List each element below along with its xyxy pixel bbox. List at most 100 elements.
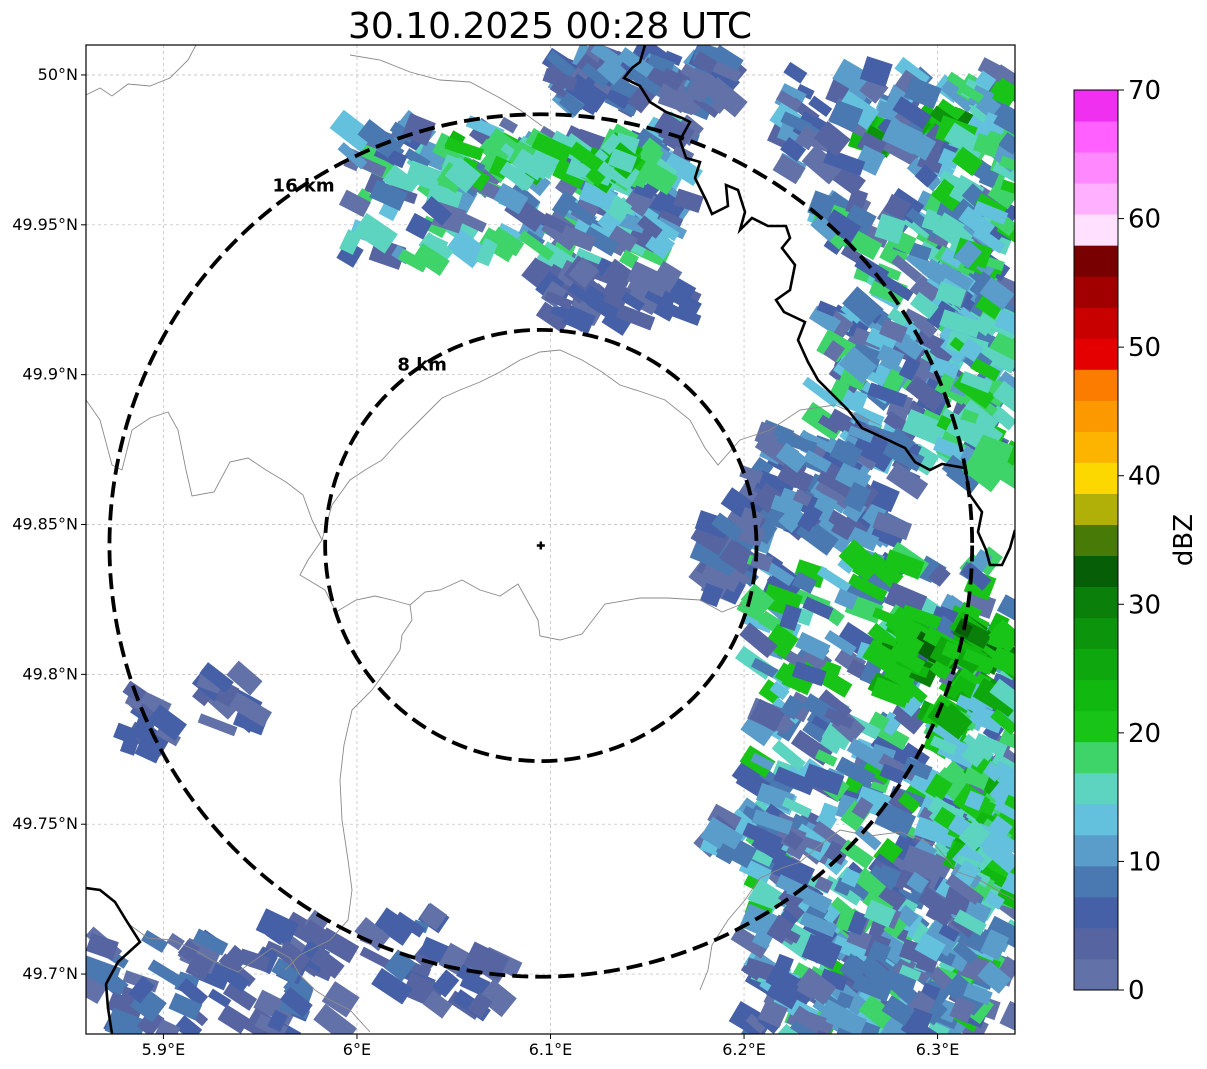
echo-cell xyxy=(987,180,1015,210)
echo-cell xyxy=(843,481,872,513)
border-line xyxy=(86,886,142,1034)
echo-cell xyxy=(309,947,345,979)
echo-cell xyxy=(707,803,742,834)
echo-cell xyxy=(978,167,1000,189)
echo-cell xyxy=(279,986,313,1018)
echo-cell xyxy=(900,604,942,630)
echo-cell xyxy=(867,940,892,964)
echo-cell xyxy=(862,759,892,785)
echo-cell xyxy=(781,797,812,818)
echo-cell xyxy=(197,713,238,737)
echo-cell xyxy=(749,698,786,732)
echo-cell xyxy=(607,148,638,174)
echo-cell xyxy=(316,927,360,964)
colorbar-swatch xyxy=(1074,276,1118,308)
echo-cell xyxy=(989,404,1015,431)
echo-cell xyxy=(568,141,604,173)
colorbar-swatch xyxy=(1074,679,1118,712)
echo-cell xyxy=(961,561,992,591)
echo-cell xyxy=(782,900,805,922)
echo-cell xyxy=(689,535,731,571)
echo-cell xyxy=(938,923,960,943)
colorbar-swatch xyxy=(1074,90,1118,122)
echo-cell xyxy=(382,164,419,199)
echo-cell xyxy=(673,188,704,214)
echo-cell xyxy=(177,978,209,1007)
echo-cell xyxy=(168,992,203,1021)
echo-cell xyxy=(686,71,716,102)
echo-cell xyxy=(831,935,871,963)
echo-cell xyxy=(147,704,187,741)
echo-cell xyxy=(972,226,1006,254)
echo-cell xyxy=(940,247,964,269)
echo-cell xyxy=(223,968,251,993)
colorbar-swatch xyxy=(1074,927,1118,960)
echo-cell xyxy=(581,62,610,89)
echo-cell xyxy=(498,116,518,134)
echo-cell xyxy=(718,538,758,575)
colorbar-tick-label: 10 xyxy=(1128,847,1161,877)
x-tick-label: 6.1°E xyxy=(529,1040,573,1059)
echo-cell xyxy=(999,1000,1015,1032)
colorbar: 0 10 20 30 40 50 60 70 dBZ xyxy=(1073,76,1199,1006)
echo-cell xyxy=(960,408,979,424)
echo-cell xyxy=(709,45,744,77)
echo-cell xyxy=(869,864,898,891)
echo-cell xyxy=(371,967,413,1005)
echo-cell xyxy=(275,940,312,974)
echo-cell xyxy=(739,507,765,528)
echo-cell xyxy=(215,681,240,708)
y-tick-label: 49.7°N xyxy=(22,964,78,983)
echo-cell xyxy=(704,77,748,118)
colorbar-swatch xyxy=(1074,772,1118,805)
echo-cell xyxy=(881,118,923,155)
echo-cell xyxy=(884,582,928,618)
echo-cell xyxy=(799,911,838,938)
colorbar-swatch xyxy=(1074,152,1118,184)
y-tick-label: 49.75°N xyxy=(12,814,78,833)
echo-cell xyxy=(816,565,852,593)
echo-cell xyxy=(405,212,433,240)
colorbar-swatch xyxy=(1074,710,1118,743)
colorbar-swatch xyxy=(1074,834,1118,867)
echo-cell xyxy=(771,739,806,772)
echo-cell xyxy=(1000,179,1015,197)
echo-cell xyxy=(839,953,869,983)
echo-cell xyxy=(988,328,1015,368)
echo-cell xyxy=(912,314,938,339)
echo-cell xyxy=(147,959,186,989)
colorbar-swatch xyxy=(1074,803,1118,836)
echo-cell xyxy=(86,955,122,989)
echo-cell xyxy=(745,1013,767,1034)
echo-cell xyxy=(791,1005,815,1028)
echo-cell xyxy=(475,237,499,267)
echo-cell xyxy=(808,95,833,118)
echo-cell xyxy=(739,622,778,659)
echo-cell xyxy=(218,953,256,987)
echo-cell xyxy=(834,588,859,610)
echo-cell xyxy=(874,801,917,839)
echo-cell xyxy=(791,571,817,594)
echo-cell xyxy=(404,148,431,170)
echo-cell xyxy=(949,996,976,1024)
echo-cell xyxy=(975,294,1003,320)
echo-cell xyxy=(751,482,783,514)
echo-cell xyxy=(119,735,140,756)
echo-cell xyxy=(740,711,777,747)
echo-cell xyxy=(792,489,813,507)
border-line xyxy=(621,45,1015,567)
echo-cell xyxy=(794,125,819,151)
echo-cell xyxy=(974,433,1014,463)
echo-cell xyxy=(357,119,400,158)
echo-cell xyxy=(615,304,656,331)
echo-cell xyxy=(597,56,627,86)
echo-cell xyxy=(645,229,676,260)
echo-cell xyxy=(535,301,571,333)
echo-cell xyxy=(824,629,857,656)
echo-cell xyxy=(859,56,893,87)
echo-cell xyxy=(872,511,913,541)
radar-site-marker xyxy=(536,541,545,550)
colorbar-swatch xyxy=(1074,586,1118,619)
range-ring-16km xyxy=(107,112,975,979)
echo-cell xyxy=(956,694,987,716)
